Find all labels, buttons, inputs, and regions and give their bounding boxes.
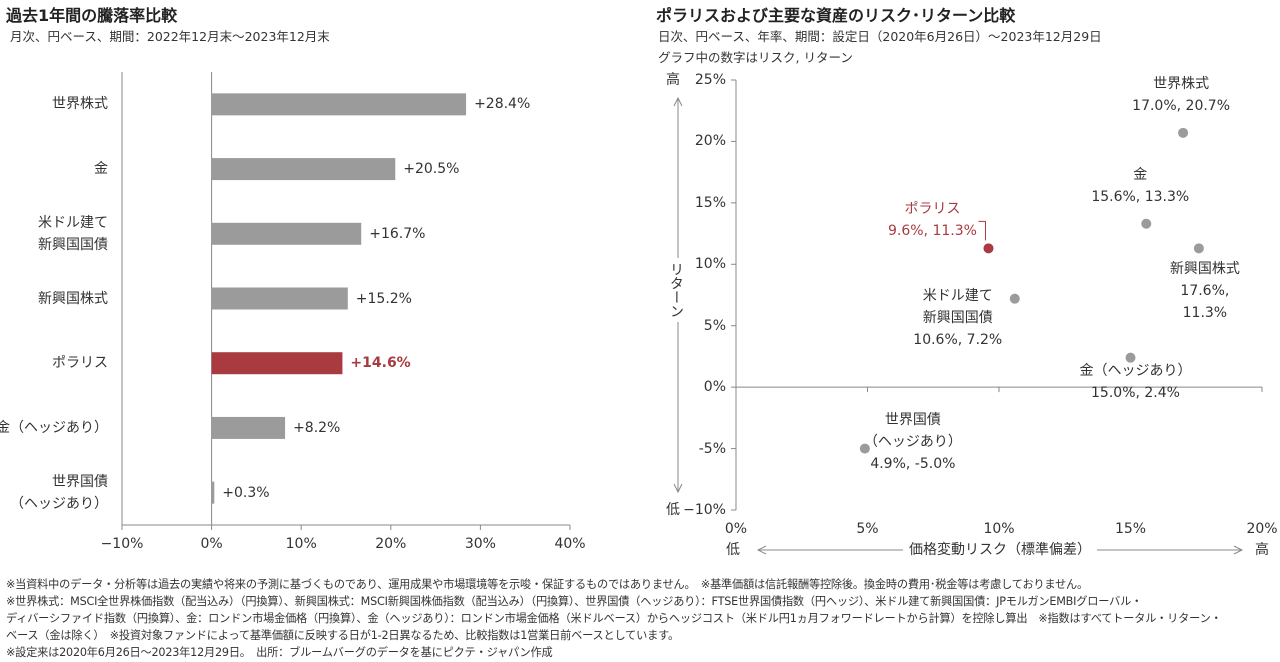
value-label: +14.6% bbox=[350, 355, 411, 372]
y-tick-label: 10% bbox=[694, 256, 726, 273]
y-axis-label: リターン bbox=[667, 258, 685, 322]
x-tick-label: 0% bbox=[724, 521, 748, 537]
y-tick-label: ポラリス bbox=[52, 355, 108, 372]
x-tick-label: 5% bbox=[856, 521, 879, 537]
arrow-head bbox=[756, 545, 767, 555]
point-name: 新興国株式 bbox=[1169, 261, 1240, 278]
bar bbox=[211, 352, 343, 375]
point bbox=[1178, 127, 1189, 138]
value-label: 10.6%, 7.2% bbox=[913, 331, 1003, 348]
point-name: 金（ヘッジあり） bbox=[1079, 362, 1192, 379]
x-tick-label: 40% bbox=[554, 536, 586, 552]
x-tick-label: 10% bbox=[983, 521, 1015, 537]
value-label: +20.5% bbox=[403, 161, 460, 178]
point-name: 金 bbox=[1133, 166, 1148, 183]
axis-end-label: 低 bbox=[726, 542, 740, 558]
point bbox=[1125, 352, 1136, 363]
axis-end-label: 高 bbox=[1255, 542, 1269, 558]
footnote: ※当資料中のデータ・分析等は過去の実績や将来の予測に基づくものであり、運用成果や… bbox=[6, 578, 1089, 591]
footnote: ベース（金は除く） ※投資対象ファンドによって基準価額に反映する日が1-2日異な… bbox=[6, 629, 679, 642]
value-label: +15.2% bbox=[355, 290, 412, 307]
point-name: ポラリス bbox=[904, 201, 961, 218]
y-tick-label: 世界国債 （ヘッジあり） bbox=[10, 473, 108, 512]
bar bbox=[211, 93, 467, 116]
footnote: ※設定来は2020年6月26日〜2023年12月29日。 出所：ブルームバーグの… bbox=[6, 646, 553, 659]
axis-end-label: 高 bbox=[666, 72, 680, 88]
value-label: 15.0%, 2.4% bbox=[1091, 384, 1180, 401]
point-name: 世界国債 （ヘッジあり） bbox=[863, 411, 962, 450]
value-label: 9.6%, 11.3% bbox=[887, 223, 977, 240]
y-tick-label: -5% bbox=[698, 440, 726, 457]
bar bbox=[211, 416, 286, 439]
chart-subtitle: 日次、円ベース、年率、期間：設定日（2020年6月26日）〜2023年12月29… bbox=[658, 29, 1102, 44]
bar bbox=[211, 222, 362, 245]
x-tick-label: 30% bbox=[464, 536, 496, 552]
x-tick-label: 0% bbox=[200, 536, 223, 552]
point bbox=[859, 443, 870, 454]
value-label: +8.2% bbox=[293, 419, 341, 436]
point-name: 世界株式 bbox=[1153, 75, 1210, 92]
value-label: +28.4% bbox=[474, 96, 531, 113]
y-tick-label: 金 bbox=[94, 161, 108, 178]
point bbox=[1141, 218, 1152, 229]
y-tick-label: 米ドル建て 新興国国債 bbox=[38, 214, 108, 253]
bar bbox=[211, 287, 348, 310]
arrow-head bbox=[673, 483, 683, 494]
x-axis-label: 価格変動リスク（標準偏差） bbox=[903, 539, 1097, 561]
axis-end-label: 低 bbox=[666, 502, 680, 518]
x-tick-label: 20% bbox=[375, 536, 407, 552]
x-tick-label: −10% bbox=[100, 536, 144, 552]
point bbox=[1193, 243, 1204, 254]
y-tick-label: 15% bbox=[694, 194, 726, 211]
value-label: 4.9%, -5.0% bbox=[870, 455, 956, 472]
bar bbox=[211, 158, 396, 181]
point bbox=[1009, 293, 1020, 304]
value-label: +16.7% bbox=[369, 225, 426, 242]
x-tick-label: 15% bbox=[1114, 521, 1147, 537]
value-label: 15.6%, 13.3% bbox=[1091, 188, 1190, 205]
value-label: 17.6%, 11.3% bbox=[1180, 283, 1230, 322]
x-tick-label: 10% bbox=[285, 536, 317, 552]
chart-subtitle: 月次、円ベース、期間：2022年12月末〜2023年12月末 bbox=[10, 29, 330, 44]
arrow-head bbox=[1233, 545, 1244, 555]
leader-line bbox=[978, 220, 986, 241]
y-tick-label: 5% bbox=[703, 317, 726, 334]
arrow-head bbox=[673, 96, 683, 107]
point-name: 米ドル建て 新興国国債 bbox=[922, 287, 993, 326]
chart-title: 過去1年間の騰落率比較 bbox=[6, 6, 178, 25]
y-tick-label: 世界株式 bbox=[52, 96, 108, 113]
value-label: 17.0%, 20.7% bbox=[1132, 97, 1231, 114]
y-tick-label: 25% bbox=[694, 72, 726, 88]
footnotes: ※当資料中のデータ・分析等は過去の実績や将来の予測に基づくものであり、運用成果や… bbox=[6, 576, 1222, 661]
y-tick-label: 0% bbox=[703, 379, 726, 396]
chart-title: ポラリスおよび主要な資産のリスク･リターン比較 bbox=[656, 6, 1016, 25]
footnote: ディバーシファイド指数（円換算）、金：ロンドン市場金価格（円換算）、金（ヘッジあ… bbox=[6, 612, 1222, 625]
y-tick-label: 20% bbox=[694, 133, 726, 150]
point bbox=[983, 243, 994, 254]
bar bbox=[211, 481, 215, 504]
y-tick-label: 新興国株式 bbox=[38, 290, 108, 307]
x-tick-label: 20% bbox=[1246, 521, 1278, 537]
chart-subtitle: グラフ中の数字はリスク, リターン bbox=[658, 50, 853, 65]
footnote: ※世界株式：MSCI全世界株価指数（配当込み）（円換算）、新興国株式：MSCI新… bbox=[6, 595, 1143, 608]
y-tick-label: −10% bbox=[683, 502, 726, 518]
y-tick-label: 金（ヘッジあり） bbox=[0, 419, 108, 436]
value-label: +0.3% bbox=[222, 484, 270, 501]
